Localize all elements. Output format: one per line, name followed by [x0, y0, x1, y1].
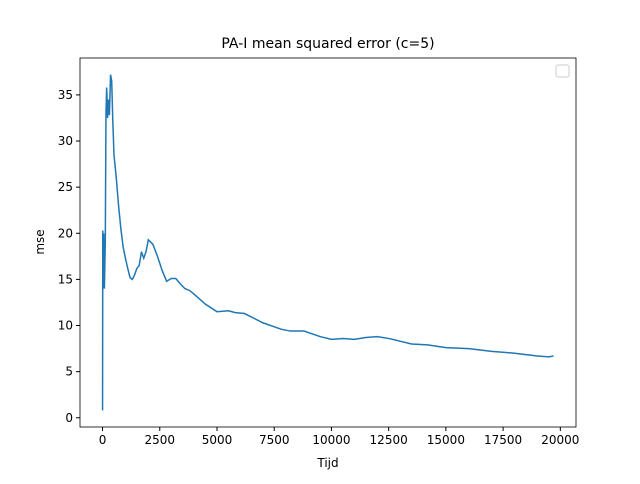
- y-axis-label: mse: [33, 229, 47, 254]
- x-tick-label: 10000: [312, 433, 350, 447]
- x-tick-label: 12500: [370, 433, 408, 447]
- legend: [555, 64, 570, 78]
- y-tick-label: 35: [58, 88, 73, 102]
- x-tick-label: 2500: [144, 433, 175, 447]
- x-tick-label: 5000: [202, 433, 233, 447]
- y-tick-label: 30: [58, 134, 73, 148]
- x-tick-label: 15000: [427, 433, 465, 447]
- y-tick-label: 25: [58, 180, 73, 194]
- x-tick-label: 17500: [484, 433, 522, 447]
- y-tick-label: 5: [65, 365, 73, 379]
- x-axis-label: Tijd: [316, 456, 338, 470]
- chart-title: PA-I mean squared error (c=5): [221, 36, 434, 52]
- line-series: [101, 74, 554, 411]
- x-tick-label: 20000: [541, 433, 579, 447]
- y-tick-label: 20: [58, 226, 73, 240]
- y-tick-label: 15: [58, 272, 73, 286]
- x-tick-label: 0: [99, 433, 107, 447]
- plot-frame: [79, 57, 577, 428]
- y-tick-label: 10: [58, 319, 73, 333]
- x-tick-label: 7500: [259, 433, 290, 447]
- y-tick-label: 0: [65, 411, 73, 425]
